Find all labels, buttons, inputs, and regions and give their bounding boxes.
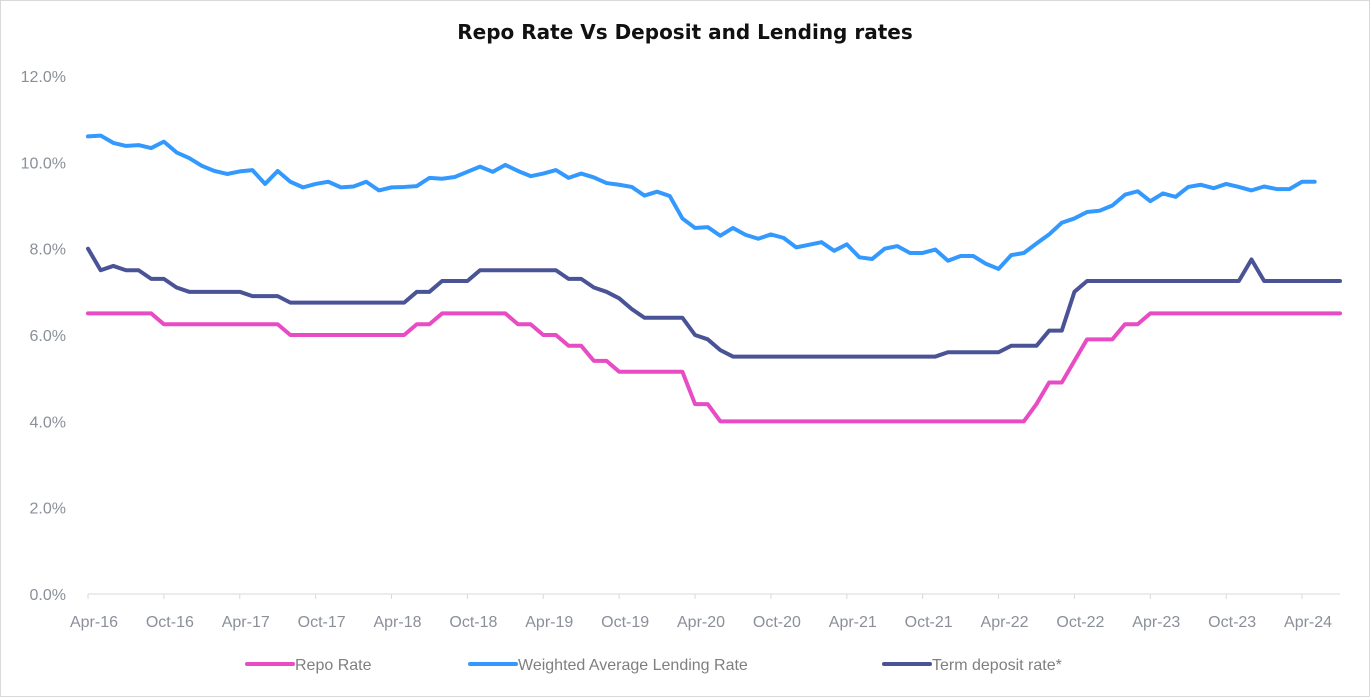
x-tick-label: Oct-18 <box>449 614 497 631</box>
y-tick-label: 6.0% <box>30 328 66 345</box>
series-line-weighted-average-lending-rate <box>86 133 1317 271</box>
x-tick-label: Oct-21 <box>905 614 953 631</box>
y-tick-label: 4.0% <box>30 414 66 431</box>
chart-title: Repo Rate Vs Deposit and Lending rates <box>457 20 913 44</box>
x-tick-label: Apr-24 <box>1284 614 1332 631</box>
y-axis: 0.0% 2.0% 4.0% 6.0% 8.0% 10.0% 12.0% <box>21 69 66 604</box>
y-tick-label: 10.0% <box>21 155 66 172</box>
legend: Repo Rate Weighted Average Lending Rate Te… <box>245 657 1062 674</box>
x-tick-label: Oct-23 <box>1208 614 1256 631</box>
y-tick-label: 8.0% <box>30 242 66 259</box>
x-tick-label: Oct-19 <box>601 614 649 631</box>
series-lines <box>86 133 1342 424</box>
y-tick-label: 2.0% <box>30 501 66 518</box>
x-axis: Apr-16 Oct-16 Apr-17 Oct-17 Apr-18 Oct-18 Apr-… <box>70 593 1340 631</box>
x-tick-label: Apr-16 <box>70 614 118 631</box>
legend-label: Repo Rate <box>295 657 372 674</box>
x-tick-label: Apr-23 <box>1132 614 1180 631</box>
y-tick-label: 0.0% <box>30 587 66 604</box>
x-tick-label: Apr-17 <box>222 614 270 631</box>
x-tick-label: Apr-18 <box>373 614 421 631</box>
y-tick-label: 12.0% <box>21 69 66 86</box>
x-tick-label: Oct-16 <box>146 614 194 631</box>
x-tick-label: Apr-19 <box>525 614 573 631</box>
x-tick-label: Apr-21 <box>829 614 877 631</box>
legend-label: Term deposit rate* <box>932 657 1062 674</box>
legend-label: Weighted Average Lending Rate <box>518 657 748 674</box>
x-tick-label: Oct-17 <box>298 614 346 631</box>
x-tick-label: Apr-22 <box>981 614 1029 631</box>
x-tick-label: Oct-22 <box>1056 614 1104 631</box>
series-line-term-deposit-rate <box>86 246 1342 359</box>
x-tick-label: Oct-20 <box>753 614 801 631</box>
series-line-repo-rate <box>86 311 1342 424</box>
x-tick-label: Apr-20 <box>677 614 725 631</box>
